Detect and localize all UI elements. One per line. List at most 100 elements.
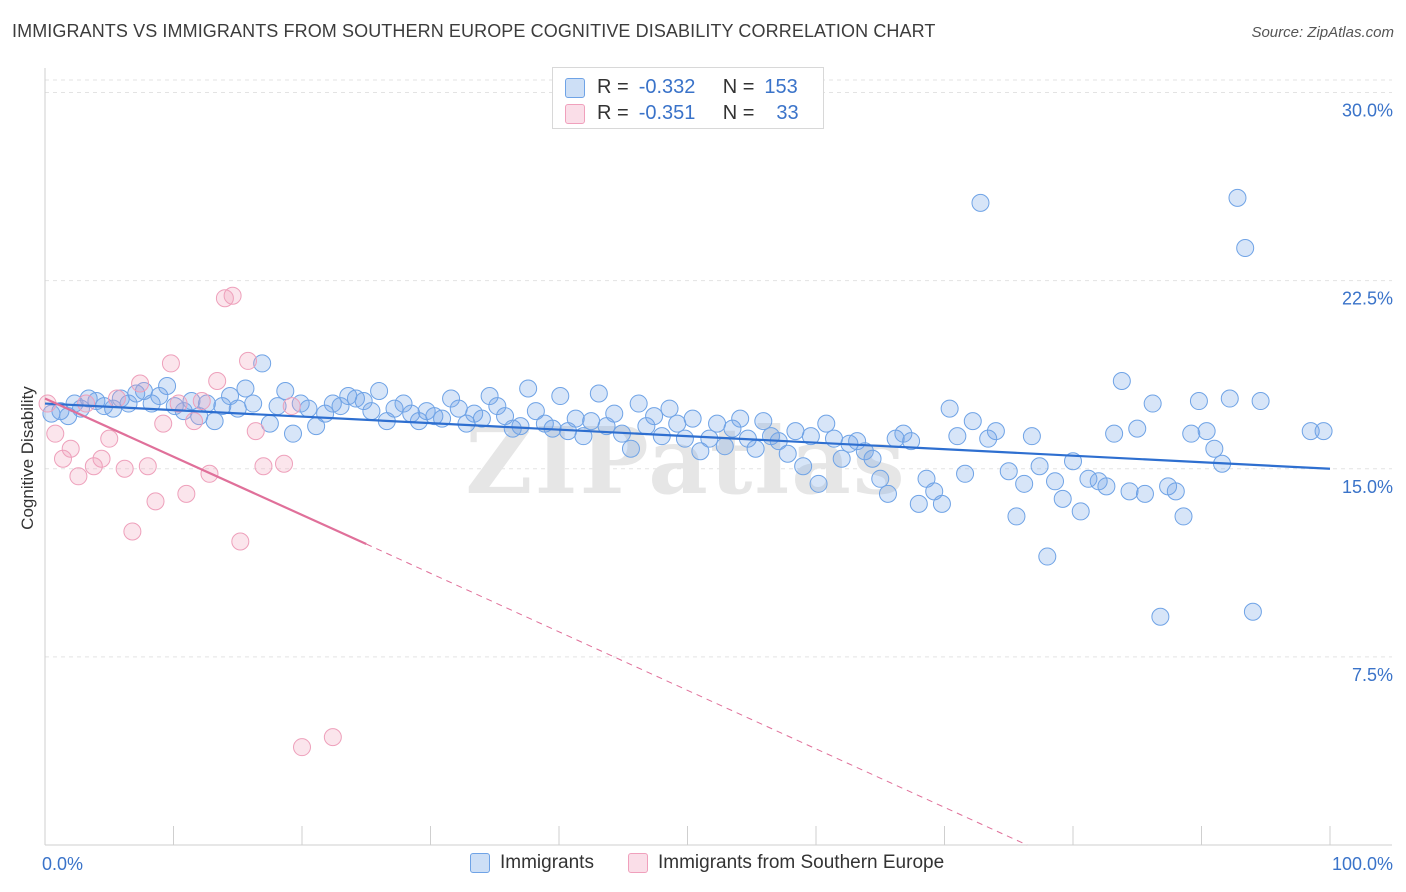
data-point-immigrants <box>794 457 813 476</box>
data-point-southern-europe <box>46 424 65 443</box>
stats-row-southern-europe: R = -0.351 N = 33 <box>565 102 799 125</box>
data-point-southern-europe <box>146 492 165 511</box>
r-label: R = <box>597 76 629 98</box>
legend-swatch-blue <box>470 853 490 873</box>
data-point-immigrants <box>746 439 765 458</box>
data-point-southern-europe <box>100 429 119 448</box>
data-point-immigrants <box>1236 239 1255 258</box>
legend-label: Immigrants <box>500 852 594 873</box>
data-point-southern-europe <box>177 484 196 503</box>
data-point-immigrants <box>1174 507 1193 526</box>
data-point-immigrants <box>645 407 664 426</box>
data-point-immigrants <box>1220 389 1239 408</box>
data-point-immigrants <box>511 417 530 436</box>
data-point-immigrants <box>394 394 413 413</box>
chart-source: Source: ZipAtlas.com <box>1251 24 1394 41</box>
data-point-immigrants <box>354 392 373 411</box>
data-point-immigrants <box>723 419 742 438</box>
trend-line-southern-europe-extension <box>366 543 1028 846</box>
data-point-immigrants <box>1097 477 1116 496</box>
data-point-immigrants <box>778 444 797 463</box>
data-point-immigrants <box>480 387 499 406</box>
x-tick-label: 0.0% <box>42 854 83 874</box>
x-tick-labels: 0.0% 100.0% <box>42 854 1393 874</box>
data-point-immigrants <box>526 402 545 421</box>
data-point-immigrants <box>871 469 890 488</box>
data-point-immigrants <box>1022 427 1041 446</box>
data-point-southern-europe <box>293 738 311 757</box>
data-point-southern-europe <box>107 389 126 408</box>
legend-item-southern-europe: Immigrants from Southern Europe <box>627 852 945 874</box>
data-point-immigrants <box>894 424 913 443</box>
data-point-immigrants <box>940 399 959 418</box>
data-point-immigrants <box>605 404 624 423</box>
data-point-immigrants <box>1007 507 1026 526</box>
data-point-immigrants <box>566 409 585 428</box>
data-point-southern-europe <box>92 449 111 468</box>
axes <box>44 68 1392 846</box>
y-tick-label: 22.5% <box>1342 289 1393 309</box>
data-point-immigrants <box>1182 424 1201 443</box>
data-point-southern-europe <box>282 397 301 416</box>
r-label: R = <box>597 102 629 124</box>
data-point-immigrants <box>331 397 350 416</box>
legend-label: Immigrants from Southern Europe <box>657 852 945 873</box>
data-point-southern-europe <box>84 457 103 476</box>
y-tick-label: 30.0% <box>1342 101 1393 121</box>
data-point-southern-europe <box>161 354 180 373</box>
data-point-immigrants <box>213 397 232 416</box>
data-point-southern-europe <box>169 394 188 413</box>
x-tick-label: 100.0% <box>1332 854 1393 874</box>
data-point-immigrants <box>1228 188 1247 207</box>
y-tick-label: 7.5% <box>1352 665 1393 685</box>
data-point-immigrants <box>385 399 404 418</box>
data-point-immigrants <box>708 414 727 433</box>
data-point-immigrants <box>660 399 679 418</box>
data-point-southern-europe <box>275 454 294 473</box>
data-point-immigrants <box>948 427 967 446</box>
data-point-immigrants <box>589 384 608 403</box>
data-point-southern-europe <box>254 457 273 476</box>
data-point-immigrants <box>1151 607 1170 626</box>
trend-line-immigrants <box>44 402 1331 470</box>
data-point-immigrants <box>1030 457 1049 476</box>
data-point-immigrants <box>629 394 648 413</box>
y-tick-labels: 7.5% 15.0% 22.5% 30.0% <box>1342 101 1393 685</box>
data-point-immigrants <box>582 412 601 431</box>
data-point-immigrants <box>1112 371 1131 390</box>
data-point-southern-europe <box>69 467 88 486</box>
data-point-southern-europe <box>131 374 150 393</box>
data-point-southern-europe <box>323 728 342 747</box>
data-point-southern-europe <box>185 412 204 431</box>
data-point-immigrants <box>971 193 990 212</box>
data-point-immigrants <box>1071 502 1090 521</box>
data-point-immigrants <box>150 387 169 406</box>
data-point-immigrants <box>668 414 687 433</box>
data-point-immigrants <box>1128 419 1147 438</box>
y-tick-label: 15.0% <box>1342 477 1393 497</box>
data-point-immigrants <box>370 382 389 401</box>
data-point-immigrants <box>956 464 975 483</box>
data-point-immigrants <box>1314 422 1333 441</box>
data-point-immigrants <box>1301 422 1320 441</box>
data-point-southern-europe <box>115 459 134 478</box>
data-point-immigrants <box>1143 394 1162 413</box>
data-point-immigrants <box>1243 602 1262 621</box>
data-point-immigrants <box>809 474 828 493</box>
data-point-immigrants <box>909 494 928 513</box>
data-point-immigrants <box>932 494 951 513</box>
data-point-immigrants <box>801 427 820 446</box>
data-point-immigrants <box>1197 422 1216 441</box>
data-point-immigrants <box>1015 474 1034 493</box>
data-point-southern-europe <box>123 522 142 541</box>
stats-swatch-pink <box>565 103 585 124</box>
data-point-immigrants <box>1205 439 1224 458</box>
legend-item-immigrants: Immigrants <box>470 852 594 874</box>
data-point-immigrants <box>1079 469 1098 488</box>
data-point-immigrants <box>449 399 468 418</box>
legend: Immigrants Immigrants from Southern Euro… <box>470 852 978 874</box>
data-point-immigrants <box>442 389 461 408</box>
data-point-immigrants <box>362 402 381 421</box>
r-value: -0.332 <box>638 76 696 98</box>
